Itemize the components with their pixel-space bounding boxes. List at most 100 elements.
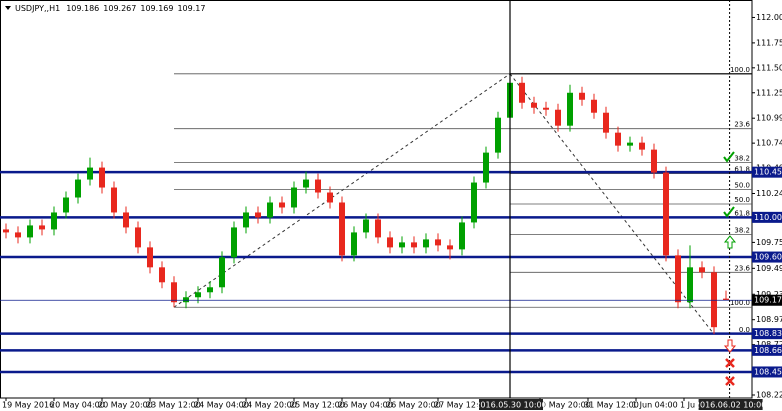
y-tick-label: 110.745 [756,139,782,148]
fib-level-label: 61.8 [734,166,750,174]
candle-body [519,82,525,103]
candle-body [687,267,693,303]
fib-level-label: 0.0 [739,326,750,334]
candle-body [375,219,381,238]
candle-body [255,212,261,218]
level-label: 109.603 [754,253,782,262]
y-tick-label: 109.490 [756,264,782,273]
crosshair-box [698,399,763,410]
y-tick-label: 110.995 [756,114,782,123]
level-box [752,166,782,178]
candle-body [723,298,729,301]
y-tick-label: 109.750 [756,238,782,247]
price-label: 109.17 [754,296,782,305]
price-box [752,294,782,306]
candle-body [243,212,249,228]
candle-body [447,245,453,250]
fib-trend [173,73,511,308]
candle-body [555,109,561,126]
fib-level-label: 100.0 [730,66,750,74]
menu-triangle[interactable] [5,6,11,10]
candle-body [51,212,57,230]
candle-body [87,167,93,180]
check-icon [723,206,735,218]
fib-level-label: 23.6 [734,264,750,272]
candle-body [699,267,705,273]
fib-level-label: 38.2 [734,226,750,234]
candle-body [363,219,369,233]
check-icon [723,151,735,163]
fib-level-label: 61.8 [734,209,750,217]
x-tick-label: 25 May 12:00 [290,401,345,410]
level-box [752,366,782,378]
y-tick-label: 108.725 [756,340,782,349]
close: 109.17 [177,4,205,13]
candle-body [291,187,297,208]
x-tick-label: 24 May 04:00 [194,401,249,410]
x-tick-label: 20 May 20:00 [98,401,153,410]
plot-frame [0,0,753,399]
cross-icon [725,358,735,368]
cross-icon [725,376,735,386]
candle-body [423,239,429,248]
y-tick-label: 111.250 [756,88,782,97]
candle-body [495,117,501,153]
candle-body [339,202,345,256]
candle-body [615,132,621,146]
candle-body [207,287,213,293]
candle-body [663,172,669,256]
fib-level-label: 50.0 [734,196,750,204]
open: 109.186 [66,4,99,13]
level-label: 108.451 [754,367,782,376]
x-tick-label: 24 May 20:00 [242,401,297,410]
fib-level-label: 100.0 [730,299,750,307]
y-tick-label: 109.230 [756,290,782,299]
x-tick-label: 19 May 2016 [2,401,54,410]
y-tick-label: 110.240 [756,189,782,198]
candle-body [483,152,489,183]
candle-body [135,227,141,248]
fib-trend [509,73,715,335]
symbol: USDJPY,,H1 [15,4,60,13]
candle-body [123,212,129,228]
candle-body [387,237,393,248]
y-tick-label: 112.005 [756,13,782,22]
candle-body [543,107,549,110]
x-tick-label: 20 May 04:00 [50,401,105,410]
y-tick-label: 108.975 [756,315,782,324]
candle-body [411,242,417,248]
candle-body [711,272,717,328]
candle-body [327,192,333,203]
candle-body [231,227,237,258]
candle-body [63,197,69,213]
x-tick-label: 26 May 04:00 [338,401,393,410]
x-tick-label: 30 May 20:00 [536,401,591,410]
x-tick-label: 1 Ju [680,401,695,410]
candle-body [39,225,45,230]
candle-body [111,187,117,213]
candle-body [591,99,597,113]
candle-body [303,179,309,188]
fib-level-label: 50.0 [734,182,750,190]
level-label: 108.835 [754,329,782,338]
candle-body [75,179,81,198]
candle-body [579,92,585,100]
level-box [752,328,782,340]
crosshair-label: 2016.06.02 10:00 [695,401,766,410]
candle-body [171,282,177,303]
high: 109.267 [103,4,136,13]
candle-body [435,239,441,246]
up-arrow-icon [723,235,737,249]
level-label: 108.668 [754,346,782,355]
candle-body [627,142,633,146]
candle-body [279,202,285,208]
candle-body [471,182,477,223]
y-tick-label: 108.220 [756,391,782,400]
candle-body [639,142,645,150]
level-label: 110.001 [754,213,782,222]
y-tick-label: 111.750 [756,38,782,47]
fib-level-label: 38.2 [734,155,750,163]
candle-body [399,242,405,248]
crosshair-box [479,399,543,410]
